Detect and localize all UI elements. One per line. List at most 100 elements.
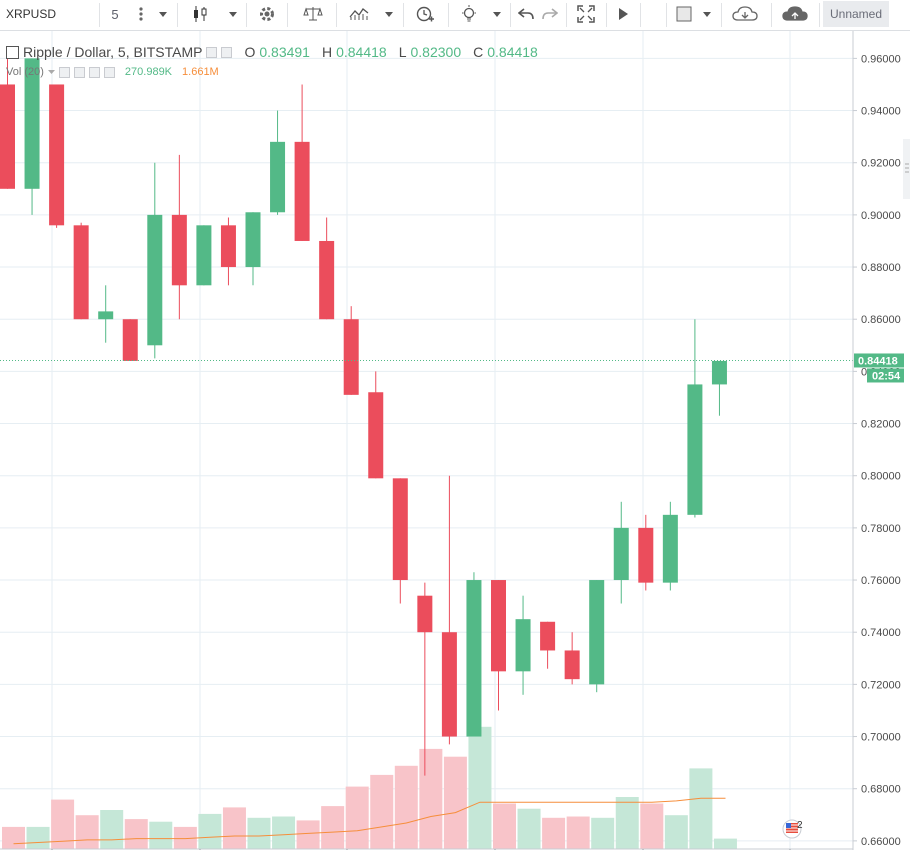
layout-name-button[interactable]: Unnamed bbox=[823, 1, 889, 27]
volume-legend: Vol (20) 270.989K 1.661M bbox=[6, 66, 219, 78]
candle-body bbox=[613, 527, 629, 581]
toolbar-divider bbox=[721, 3, 722, 27]
chevron-down-icon[interactable] bbox=[378, 0, 400, 28]
last-price-label: 0.84418 02:54 bbox=[854, 353, 904, 383]
gear-icon[interactable] bbox=[73, 66, 85, 78]
volume-bar bbox=[542, 817, 566, 849]
low-value: 0.82300 bbox=[410, 44, 462, 60]
top-toolbar: XRPUSD 5 bbox=[0, 0, 910, 31]
volume-bar bbox=[689, 768, 713, 849]
volume-ma-value: 1.661M bbox=[182, 66, 219, 78]
candle-body bbox=[73, 225, 89, 320]
volume-bar bbox=[2, 826, 25, 849]
alert-clock-icon[interactable] bbox=[410, 0, 440, 28]
collapse-icon[interactable] bbox=[6, 45, 19, 59]
volume-bar bbox=[222, 807, 246, 849]
candle-body bbox=[711, 360, 727, 385]
volume-bars bbox=[2, 726, 737, 849]
candle-body bbox=[147, 214, 163, 346]
candle-body bbox=[220, 225, 236, 268]
volume-ma-line bbox=[13, 797, 726, 845]
toolbar-divider bbox=[403, 3, 404, 27]
cloud-upload-icon[interactable] bbox=[778, 0, 812, 28]
price-tick-label: 0.86000 bbox=[861, 314, 901, 326]
candle-body bbox=[540, 621, 556, 651]
chevron-down-icon[interactable] bbox=[486, 0, 508, 28]
volume-bar bbox=[664, 815, 688, 849]
candle-body bbox=[638, 527, 654, 583]
low-label: L bbox=[398, 44, 407, 60]
volume-bar bbox=[493, 803, 516, 849]
gear-icon[interactable] bbox=[221, 46, 233, 58]
candlesticks bbox=[0, 58, 727, 776]
symbol-search-input[interactable]: XRPUSD bbox=[6, 7, 57, 21]
volume-bar bbox=[272, 816, 296, 849]
toolbar-divider bbox=[510, 3, 511, 27]
volume-bar bbox=[591, 817, 615, 849]
volume-bar bbox=[51, 799, 75, 849]
volume-bar bbox=[173, 826, 197, 849]
price-tick-label: 0.68000 bbox=[861, 784, 901, 796]
volume-bar bbox=[713, 838, 737, 849]
scales-icon[interactable] bbox=[298, 0, 328, 28]
scroll-handle[interactable] bbox=[903, 139, 910, 199]
eye-icon[interactable] bbox=[58, 66, 70, 78]
close-icon[interactable] bbox=[103, 66, 115, 78]
price-tick-label: 0.88000 bbox=[861, 262, 901, 274]
candle-body bbox=[687, 384, 703, 515]
toolbar-divider bbox=[177, 3, 178, 27]
candle-body bbox=[24, 58, 40, 189]
plus-icon[interactable] bbox=[88, 66, 100, 78]
interval-button[interactable]: 5 bbox=[111, 6, 119, 22]
volume-bar bbox=[124, 819, 148, 849]
candle-body bbox=[662, 514, 678, 583]
eye-icon[interactable] bbox=[206, 46, 218, 58]
fullscreen-icon[interactable] bbox=[571, 0, 601, 28]
volume-bar bbox=[100, 810, 124, 849]
play-icon[interactable] bbox=[610, 0, 636, 28]
last-price-text: 0.84418 bbox=[858, 355, 898, 367]
volume-bar bbox=[394, 765, 418, 849]
volume-bar bbox=[149, 821, 173, 849]
square-icon[interactable] bbox=[671, 0, 697, 28]
gear-icon[interactable] bbox=[252, 0, 282, 28]
candles-icon[interactable] bbox=[185, 0, 215, 28]
candle-body bbox=[417, 595, 433, 633]
flag-badge-icon[interactable]: 2 bbox=[782, 819, 803, 839]
cloud-download-icon[interactable] bbox=[728, 0, 762, 28]
toolbar-divider bbox=[99, 3, 100, 27]
redo-icon[interactable] bbox=[538, 0, 562, 28]
volume-bar bbox=[615, 797, 639, 849]
candle-body bbox=[319, 240, 335, 320]
undo-icon[interactable] bbox=[514, 0, 538, 28]
price-tick-label: 0.92000 bbox=[861, 158, 901, 170]
candle-body bbox=[0, 84, 15, 189]
price-tick-label: 0.80000 bbox=[861, 471, 901, 483]
chevron-down-icon[interactable] bbox=[697, 0, 717, 28]
candle-body bbox=[122, 319, 138, 361]
lightbulb-icon[interactable] bbox=[454, 0, 484, 28]
candle-body bbox=[49, 84, 65, 226]
open-value: 0.83491 bbox=[259, 44, 310, 60]
chevron-down-icon[interactable] bbox=[222, 0, 244, 28]
volume-bar bbox=[345, 786, 369, 849]
indicators-icon[interactable] bbox=[344, 0, 374, 28]
toolbar-divider bbox=[771, 3, 772, 27]
price-tick-label: 0.76000 bbox=[861, 575, 901, 587]
toolbar-divider bbox=[246, 3, 247, 27]
open-label: O bbox=[244, 44, 256, 60]
countdown-text: 02:54 bbox=[872, 370, 901, 382]
chevron-down-icon[interactable] bbox=[47, 70, 55, 74]
chart-grid bbox=[0, 31, 853, 850]
candle-body bbox=[294, 141, 310, 241]
volume-bar bbox=[26, 826, 50, 849]
chevron-down-icon[interactable] bbox=[152, 0, 174, 28]
price-axis: 0.96000 0.94000 0.92000 0.90000 0.88000 0.860… bbox=[853, 53, 901, 848]
volume-bar bbox=[370, 774, 394, 849]
volume-bar bbox=[321, 806, 345, 849]
more-vert-icon[interactable] bbox=[130, 0, 152, 28]
price-chart[interactable]: 0.96000 0.94000 0.92000 0.90000 0.88000 0.860… bbox=[0, 31, 910, 850]
price-tick-label: 0.94000 bbox=[861, 106, 901, 118]
candle-body bbox=[270, 141, 286, 213]
